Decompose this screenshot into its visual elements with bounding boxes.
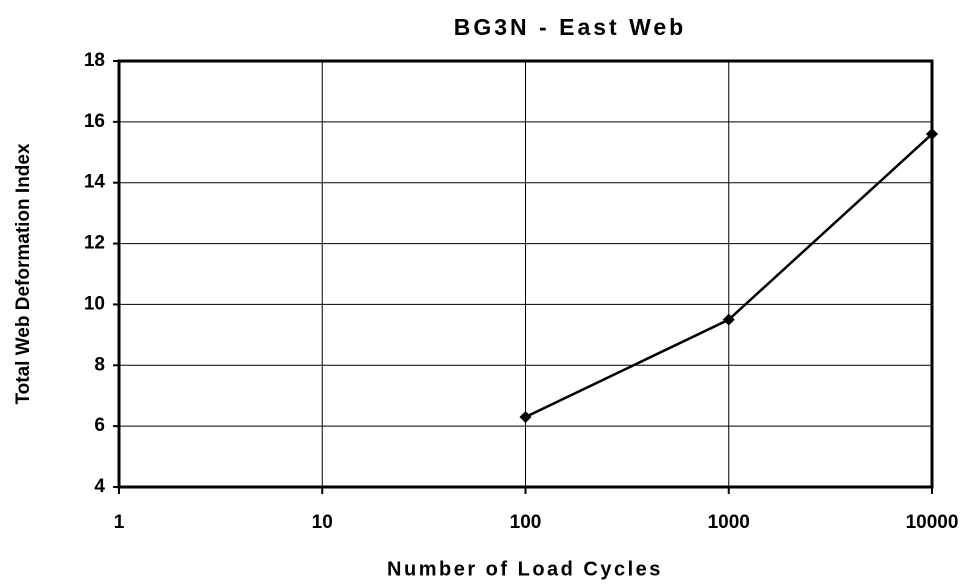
x-tick-label: 10000 [906,512,959,533]
y-tick-label: 6 [94,415,105,436]
y-tick-label: 18 [84,50,105,71]
plot-frame [117,59,934,489]
x-tick-label: 10 [312,512,333,533]
data-point [519,411,532,424]
y-tick-label: 12 [84,233,105,254]
data-point [926,128,938,141]
y-tick-label: 16 [84,111,105,132]
x-axis-label: Number of Load Cycles [387,558,663,580]
chart-title: BG3N - East Web [454,14,686,40]
x-tick-label: 1000 [708,512,750,533]
y-axis-label: Total Web Deformation Index [13,143,34,405]
y-tick-label: 4 [94,476,105,497]
x-tick-label: 100 [510,512,542,533]
y-tick-label: 14 [84,172,106,193]
x-tick-label: 1 [114,512,125,533]
y-tick-label: 8 [94,354,105,375]
data-point [722,313,735,326]
y-tick-label: 10 [84,293,105,314]
